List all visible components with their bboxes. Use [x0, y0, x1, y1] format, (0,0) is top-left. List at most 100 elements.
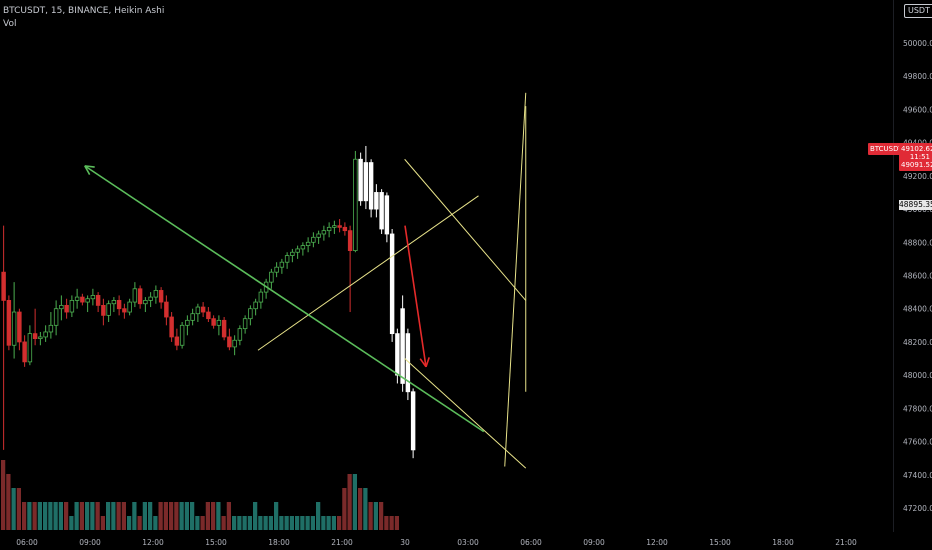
- candle-body: [27, 333, 33, 363]
- volume-bar: [394, 516, 399, 530]
- trendline: [404, 358, 527, 469]
- price-tag-countdown: 11:51: [909, 153, 930, 161]
- trendline: [504, 92, 527, 467]
- volume-bar: [347, 474, 352, 530]
- price-tag-ref-price: 49091.52: [901, 161, 932, 169]
- candle-body: [127, 301, 132, 313]
- candle-body: [258, 291, 264, 303]
- time-tick-label: 15:00: [709, 538, 731, 547]
- time-tick-label: 09:00: [583, 538, 605, 547]
- volume-bar: [321, 516, 326, 530]
- volume-bar: [190, 502, 195, 530]
- candle-body: [6, 300, 12, 346]
- volume-bar: [148, 502, 153, 530]
- candle-body: [410, 391, 416, 451]
- candle-body: [22, 341, 27, 363]
- price-axis-border: [893, 0, 894, 532]
- volume-bar: [6, 474, 11, 530]
- candle-body: [347, 230, 353, 251]
- volume-bar: [331, 516, 336, 530]
- price-tick-label: 48200.00: [903, 338, 932, 347]
- volume-bar: [184, 502, 189, 530]
- volume-bar: [43, 502, 48, 530]
- chart-legend-title: BTCUSDT, 15, BINANCE, Heikin Ashi: [3, 6, 165, 16]
- volume-bar: [352, 474, 357, 530]
- time-tick-label: 09:00: [79, 538, 101, 547]
- volume-bar: [258, 516, 263, 530]
- candle-body: [158, 290, 164, 303]
- candle-body: [363, 162, 369, 202]
- candle-body: [169, 316, 174, 338]
- candle-body: [143, 300, 148, 305]
- candle-body: [85, 298, 90, 303]
- candle-body: [1, 271, 6, 301]
- volume-bar: [158, 502, 163, 530]
- candle-body: [116, 300, 122, 310]
- candle-body: [206, 311, 211, 320]
- price-tick-label: 48800.00: [903, 238, 932, 247]
- volume-bar: [279, 516, 284, 530]
- price-tag-price: 49102.62: [901, 145, 932, 153]
- trendline: [404, 158, 527, 301]
- time-tick-label: 21:00: [835, 538, 857, 547]
- candle-body: [227, 336, 232, 348]
- candle-body: [384, 195, 390, 235]
- candle-body: [290, 251, 295, 256]
- candle-body: [374, 192, 379, 210]
- volume-bar: [179, 502, 184, 530]
- price-tick-label: 49800.00: [903, 72, 932, 81]
- candle-body: [38, 336, 43, 340]
- candle-body: [221, 319, 227, 338]
- volume-legend: Vol: [3, 19, 17, 29]
- candle-body: [69, 300, 75, 313]
- candle-body: [295, 248, 300, 253]
- volume-bar: [216, 502, 221, 530]
- candle-body: [122, 308, 127, 313]
- price-tick-label: 47800.00: [903, 404, 932, 413]
- volume-bar: [1, 460, 6, 530]
- price-tick-label: 47400.00: [903, 471, 932, 480]
- volume-bar: [237, 516, 242, 530]
- volume-bar: [79, 502, 84, 530]
- volume-bar: [85, 502, 90, 530]
- candle-body: [253, 301, 258, 310]
- price-tick-label: 47200.00: [903, 504, 932, 513]
- volume-bar: [132, 502, 137, 530]
- candle-body: [32, 333, 38, 340]
- candle-body: [321, 230, 327, 235]
- candle-body: [269, 271, 274, 283]
- candle-body: [232, 339, 237, 348]
- price-tick-label: 48000.00: [903, 371, 932, 380]
- volume-bar: [300, 516, 305, 530]
- price-tick-label: 47600.00: [903, 438, 932, 447]
- candle-body: [59, 304, 64, 310]
- up-arrow-head: [84, 165, 95, 168]
- time-tick-label: 03:00: [457, 538, 479, 547]
- time-tick-label: 06:00: [16, 538, 38, 547]
- volume-bar: [200, 516, 205, 530]
- candle-body: [358, 158, 363, 202]
- candle-body: [216, 319, 222, 326]
- candle-body: [389, 233, 395, 335]
- volume-bar: [342, 488, 347, 530]
- volume-bar: [295, 516, 300, 530]
- candle-body: [316, 233, 321, 238]
- candle-body: [48, 324, 54, 333]
- volume-bar: [111, 502, 116, 530]
- volume-bar: [121, 502, 126, 530]
- candle-body: [43, 331, 48, 338]
- time-tick-label: 06:00: [520, 538, 542, 547]
- candle-body: [274, 266, 279, 273]
- candle-body: [353, 158, 358, 251]
- candle-body: [90, 295, 96, 300]
- volume-bar: [32, 502, 37, 530]
- candle-body: [300, 245, 306, 250]
- volume-bar: [253, 502, 258, 530]
- candle-body: [311, 236, 316, 243]
- currency-badge[interactable]: USDT: [904, 4, 932, 18]
- candle-body: [111, 300, 117, 305]
- candle-body: [95, 295, 101, 306]
- volume-bar: [274, 502, 279, 530]
